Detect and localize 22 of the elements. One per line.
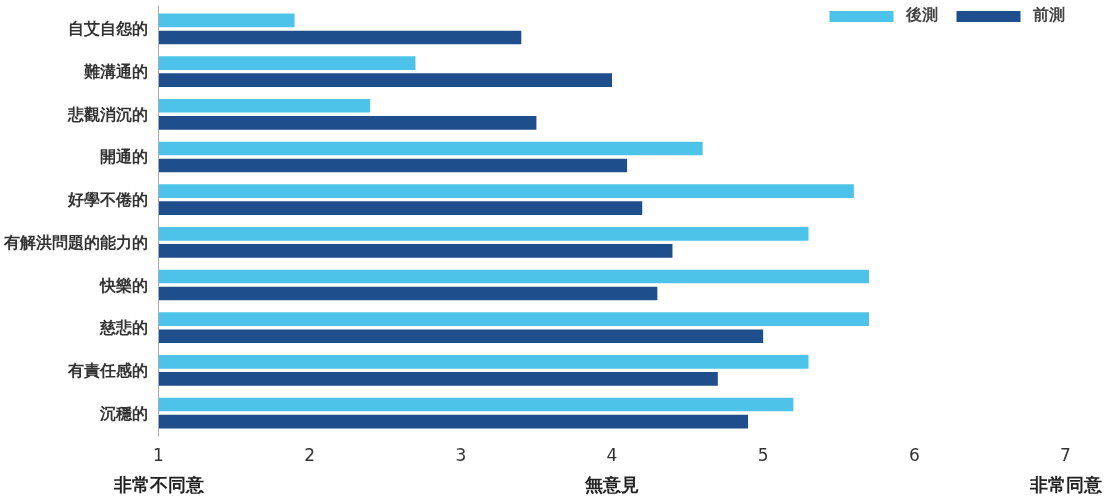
x-tick-label: 5 [757, 444, 769, 465]
y-tick-label: 有解洪問題的能力的 [2, 232, 148, 252]
text: 非常不同意 [112, 473, 205, 495]
y-tick-label: 自艾自怨的 [67, 19, 148, 39]
x-tick-label: 2 [304, 444, 316, 465]
y-tick-label: 慈悲的 [98, 318, 148, 338]
y-tick-label: 快樂的 [98, 275, 148, 295]
x-tick-label: 4 [606, 444, 618, 465]
y-tick-label: 難溝通的 [82, 62, 148, 82]
x-tick-label: 7 [1060, 444, 1071, 465]
y-tick-label: 悲觀消沉的 [66, 104, 148, 124]
x-tick-label: 3 [455, 444, 467, 465]
text: 無意見 [584, 473, 639, 495]
y-tick-label: 好學不倦的 [66, 190, 148, 210]
y-tick-label: 開通的 [99, 147, 148, 167]
y-tick-label: 有責任感的 [66, 360, 148, 380]
legend-label: 後測 [906, 5, 938, 26]
y-tick-label: 沉穩的 [98, 403, 148, 423]
x-tick-label: 6 [908, 444, 920, 465]
text: 非常同意 [1028, 473, 1103, 495]
x-tick-label: 1 [153, 444, 164, 465]
legend-label: 前測 [1033, 5, 1065, 26]
